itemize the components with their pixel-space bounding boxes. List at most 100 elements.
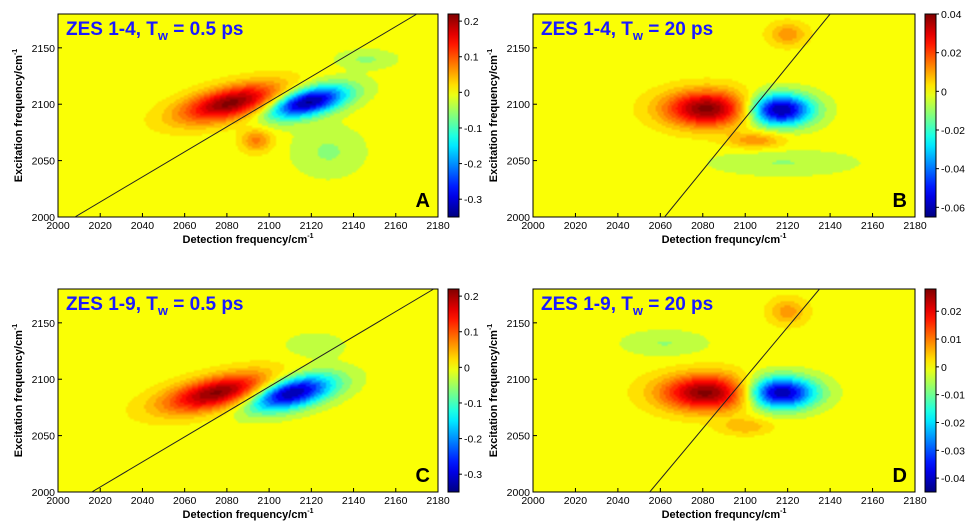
panel-letter: D	[893, 465, 907, 487]
x-tick-label: 2100	[734, 495, 758, 507]
x-axis-label: Detection frequency/cm-1	[183, 508, 314, 521]
x-tick-label: 2040	[131, 495, 155, 507]
x-tick-label: 2080	[215, 495, 239, 507]
panel-B: 2000 2020 2040 2060 2080 2100 2120 2140 2160 2180…	[487, 9, 965, 246]
colorbar-tick-label: -0.1	[464, 398, 482, 410]
x-tick-label: 2180	[903, 495, 927, 507]
y-axis-label: Excitation frequency/cm-1	[487, 49, 500, 182]
x-tick-label: 2000	[521, 220, 545, 232]
plot-frame	[57, 13, 439, 218]
colorbar-tick-label: 0	[464, 87, 470, 99]
colorbar-tick-label: 0	[941, 362, 947, 374]
plot-frame	[532, 288, 916, 493]
x-axis-label: Detection frequency/cm-1	[183, 233, 314, 246]
x-tick-label: 2100	[257, 220, 281, 232]
colorbar-tick-label: 0.01	[941, 334, 962, 346]
y-tick-label: 2100	[32, 99, 56, 111]
colorbar-tick-label: -0.01	[941, 390, 965, 402]
y-tick-label: 2150	[32, 318, 56, 330]
y-tick-label: 2050	[32, 431, 56, 443]
colorbar-tick-label: 0.1	[464, 327, 479, 339]
x-tick-label: 2100	[734, 220, 758, 232]
colorbar-tick-label: -0.3	[464, 469, 482, 481]
colorbar-tick-label: 0.02	[941, 48, 962, 60]
x-tick-label: 2160	[384, 495, 408, 507]
x-tick-label: 2080	[215, 220, 239, 232]
colorbar	[924, 288, 937, 493]
colorbar-tick-label: 0.02	[941, 306, 962, 318]
panel-letter: C	[416, 465, 430, 487]
heatmap-B	[533, 14, 915, 217]
y-tick-label: 2050	[507, 156, 531, 168]
x-tick-label: 2000	[46, 220, 70, 232]
x-tick-label: 2060	[649, 495, 673, 507]
y-axis-label: Excitation frequency/cm-1	[12, 324, 25, 457]
colorbar	[447, 288, 460, 493]
x-tick-label: 2060	[173, 220, 197, 232]
colorbar-tick-label: -0.06	[941, 202, 965, 214]
colorbar	[924, 13, 937, 218]
colorbar-tick-label: -0.04	[941, 164, 965, 176]
x-tick-label: 2020	[564, 220, 588, 232]
x-tick-label: 2020	[89, 495, 113, 507]
x-tick-label: 2160	[861, 495, 885, 507]
colorbar-tick-label: 0.04	[941, 9, 962, 21]
x-tick-label: 2140	[818, 220, 842, 232]
x-tick-label: 2160	[384, 220, 408, 232]
x-tick-label: 2020	[564, 495, 588, 507]
x-tick-label: 2140	[342, 220, 366, 232]
colorbar-tick-label: 0	[941, 86, 947, 98]
x-tick-label: 2000	[521, 495, 545, 507]
y-tick-label: 2000	[507, 212, 531, 224]
x-tick-label: 2020	[89, 220, 113, 232]
y-tick-label: 2100	[32, 374, 56, 386]
colorbar-tick-label: -0.02	[941, 417, 965, 429]
colorbar-tick-label: -0.3	[464, 194, 482, 206]
heatmap-C	[58, 289, 438, 492]
colorbar-tick-label: -0.04	[941, 473, 965, 485]
y-tick-label: 2000	[507, 487, 531, 499]
x-tick-label: 2180	[903, 220, 927, 232]
x-tick-label: 2100	[257, 495, 281, 507]
heatmap-D	[533, 289, 915, 492]
x-tick-label: 2180	[426, 220, 450, 232]
x-tick-label: 2160	[861, 220, 885, 232]
colorbar-tick-label: 0.2	[464, 16, 479, 28]
colorbar-tick-label: -0.02	[941, 125, 965, 137]
colorbar	[447, 13, 460, 218]
panel-title: ZES 1-9, Tw = 20 ps	[541, 294, 713, 318]
diagonal-line	[649, 289, 820, 492]
diagonal-line	[74, 14, 418, 217]
x-tick-label: 2000	[46, 495, 70, 507]
x-tick-label: 2140	[342, 495, 366, 507]
x-tick-label: 2060	[173, 495, 197, 507]
x-axis-label: Detection frequncy/cm-1	[662, 233, 787, 246]
x-tick-label: 2120	[300, 220, 324, 232]
x-tick-label: 2040	[131, 220, 155, 232]
panel-D: 2000 2020 2040 2060 2080 2100 2120 2140 2160 2180…	[487, 288, 965, 521]
colorbar-tick-label: -0.03	[941, 445, 965, 457]
panel-letter: B	[893, 190, 907, 212]
y-tick-label: 2050	[507, 431, 531, 443]
x-tick-label: 2040	[606, 220, 630, 232]
x-tick-label: 2140	[818, 495, 842, 507]
colorbar-tick-label: -0.2	[464, 159, 482, 171]
panel-C: 2000 2020 2040 2060 2080 2100 2120 2140 2160 2180…	[12, 288, 482, 521]
plot-frame	[57, 288, 439, 493]
x-tick-label: 2180	[426, 495, 450, 507]
diagonal-line	[91, 289, 435, 492]
diagonal-line	[664, 14, 831, 217]
x-tick-label: 2120	[776, 220, 800, 232]
x-tick-label: 2080	[691, 220, 715, 232]
heatmap-A	[58, 14, 438, 217]
y-axis-label: Excitation frequency/cm-1	[487, 324, 500, 457]
y-tick-label: 2100	[507, 374, 531, 386]
x-tick-label: 2040	[606, 495, 630, 507]
colorbar-tick-label: -0.1	[464, 123, 482, 135]
y-axis-label: Excitation frequency/cm-1	[12, 49, 25, 182]
y-tick-label: 2000	[32, 212, 56, 224]
x-tick-label: 2060	[649, 220, 673, 232]
plot-frame	[532, 13, 916, 218]
